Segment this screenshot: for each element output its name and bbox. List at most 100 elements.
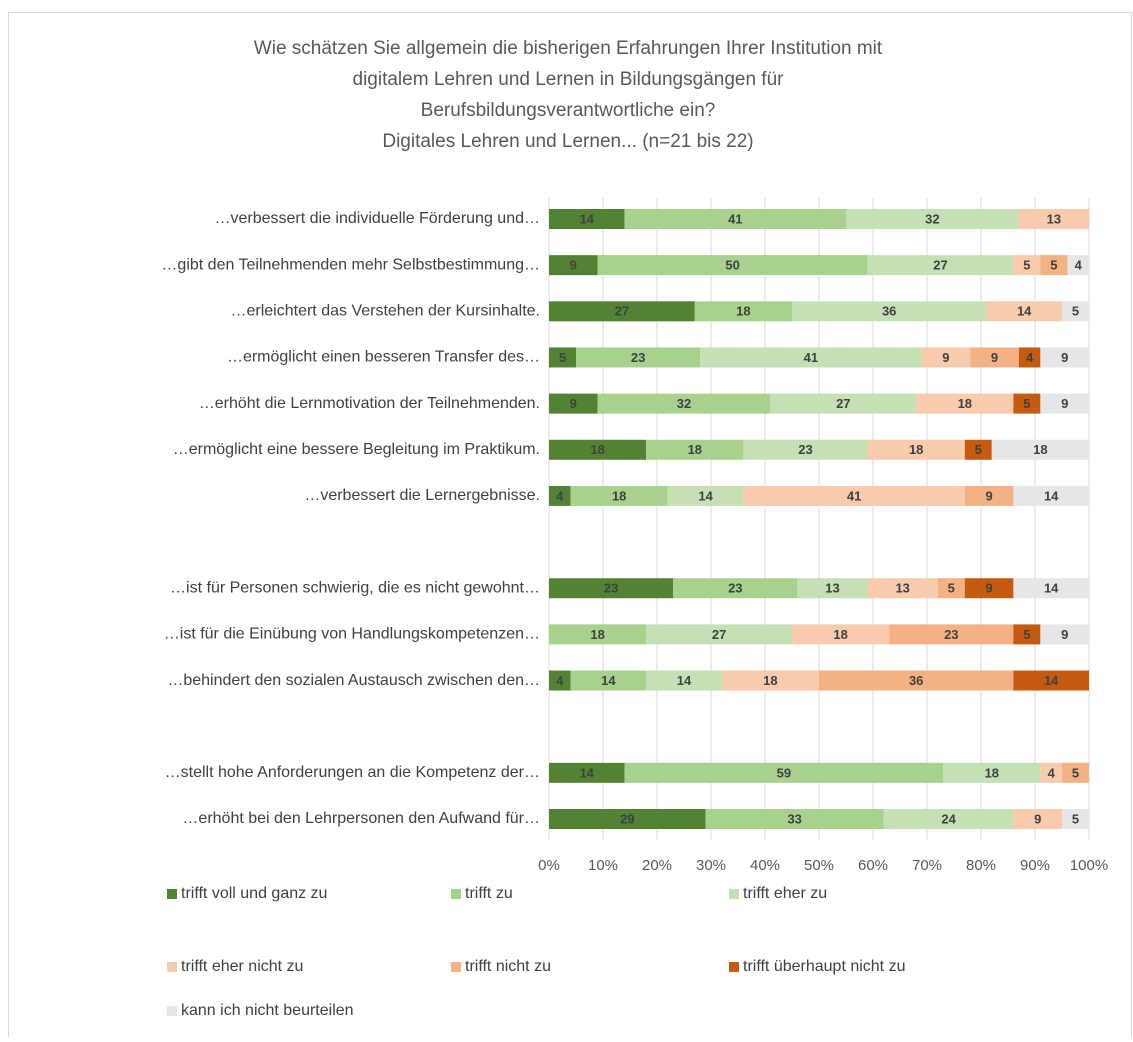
bar-segment [1062, 301, 1089, 322]
data-label: 5 [948, 581, 955, 596]
bar-segment [1018, 347, 1041, 368]
data-label: 23 [944, 627, 958, 642]
bar-segment [1013, 670, 1089, 691]
bar-segment [597, 255, 868, 276]
data-label: 18 [1033, 442, 1047, 457]
data-label: 9 [985, 581, 992, 596]
bar-segment [1040, 624, 1089, 645]
data-label: 41 [804, 350, 818, 365]
bar-segment [721, 670, 819, 691]
data-label: 18 [612, 488, 626, 503]
data-label: 41 [847, 488, 861, 503]
bar-segment [743, 439, 868, 460]
bar-segment [624, 762, 944, 783]
data-label: 14 [698, 488, 713, 503]
data-label: 9 [985, 488, 992, 503]
data-label: 27 [712, 627, 726, 642]
category-label: …stellt hohe Anforderungen an die Kompet… [165, 764, 540, 781]
bar-segment [667, 485, 744, 506]
category-label: …behindert den sozialen Austausch zwisch… [167, 672, 540, 689]
chart-title: Berufsbildungsverantwortliche ein? [421, 100, 716, 121]
bar-segment [549, 578, 674, 599]
legend-label: trifft eher nicht zu [181, 958, 303, 975]
bar-segment [1013, 255, 1041, 276]
x-tick-label: 30% [696, 857, 726, 874]
data-label: 4 [556, 488, 564, 503]
data-label: 9 [1061, 396, 1068, 411]
bar-segment [549, 809, 706, 829]
data-label: 18 [985, 765, 999, 780]
data-label: 9 [991, 350, 998, 365]
bar-segment [705, 809, 884, 829]
x-tick-label: 10% [588, 857, 618, 874]
data-label: 9 [570, 258, 577, 273]
bar-segment [964, 578, 1014, 599]
chart-title: digitalem Lehren und Lernen in Bildungsg… [353, 69, 785, 90]
data-label: 9 [1034, 811, 1041, 826]
legend-swatch [729, 962, 739, 972]
data-label: 29 [620, 811, 634, 826]
chart-title: Wie schätzen Sie allgemein die bisherige… [254, 38, 883, 59]
data-label: 13 [825, 581, 839, 596]
bar-segment [1013, 578, 1089, 599]
bar-segment [916, 393, 1014, 414]
bar-segment [937, 578, 965, 599]
bar-segment [1018, 209, 1089, 229]
data-label: 18 [958, 396, 972, 411]
data-label: 36 [882, 304, 896, 319]
data-label: 13 [895, 581, 909, 596]
data-label: 27 [615, 304, 629, 319]
bar-segment [1040, 393, 1089, 414]
bar-segment [964, 439, 992, 460]
bar-segment [597, 393, 771, 414]
data-label: 32 [677, 396, 691, 411]
bar-segment [570, 485, 668, 506]
data-label: 14 [1044, 488, 1059, 503]
bar-segment [694, 301, 792, 322]
legend-swatch [167, 962, 177, 972]
bar-segment [770, 393, 917, 414]
legend-swatch [729, 889, 739, 899]
bar-segment [576, 347, 701, 368]
data-label: 18 [763, 673, 777, 688]
bar-segment [889, 624, 1014, 645]
category-label: …ermöglicht eine bessere Begleitung im P… [173, 441, 540, 458]
data-label: 14 [1044, 673, 1059, 688]
data-label: 14 [580, 765, 595, 780]
legend-swatch [451, 889, 461, 899]
bar-segment [964, 485, 1014, 506]
bar-segment [1013, 624, 1041, 645]
bar-segment [624, 209, 846, 229]
bar-segment [646, 670, 722, 691]
legend-swatch [167, 1006, 177, 1016]
data-label: 5 [1072, 765, 1079, 780]
bar-segment [1040, 255, 1068, 276]
legend-swatch [167, 889, 177, 899]
data-label: 9 [942, 350, 949, 365]
bar-segment [867, 578, 938, 599]
bar-segment [549, 762, 625, 783]
x-tick-label: 20% [642, 857, 672, 874]
data-label: 36 [909, 673, 923, 688]
data-label: 32 [925, 211, 939, 226]
bar-segment [970, 347, 1019, 368]
x-tick-label: 90% [1020, 857, 1050, 874]
legend-label: trifft überhaupt nicht zu [743, 958, 905, 975]
bar-segment [549, 670, 571, 691]
x-tick-label: 80% [966, 857, 996, 874]
data-label: 5 [1072, 304, 1079, 319]
chart-frame [8, 12, 1132, 1042]
data-label: 33 [787, 811, 801, 826]
data-label: 4 [1075, 258, 1083, 273]
data-label: 4 [1026, 350, 1034, 365]
bar-segment [867, 255, 1014, 276]
data-label: 14 [1017, 304, 1032, 319]
data-label: 5 [1023, 258, 1030, 273]
legend-label: trifft nicht zu [465, 958, 551, 975]
data-label: 23 [728, 581, 742, 596]
bar-segment [549, 393, 598, 414]
bar-segment [1062, 762, 1089, 783]
data-label: 9 [1061, 350, 1068, 365]
bar-segment [943, 762, 1041, 783]
data-label: 5 [1023, 396, 1030, 411]
